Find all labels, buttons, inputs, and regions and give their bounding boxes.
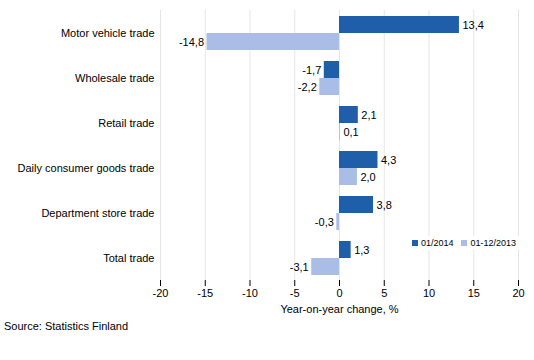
svg-text:3,8: 3,8 [377, 199, 392, 211]
svg-text:0: 0 [336, 287, 342, 299]
svg-text:-15: -15 [197, 287, 213, 299]
svg-text:Retail trade: Retail trade [98, 117, 154, 129]
svg-text:5: 5 [381, 287, 387, 299]
svg-text:2,1: 2,1 [361, 109, 376, 121]
svg-text:1,3: 1,3 [354, 244, 369, 256]
html-text:01-12/2013: 01-12/2013 [470, 238, 516, 248]
svg-text:0,1: 0,1 [343, 126, 358, 138]
svg-text:-14,8: -14,8 [179, 36, 204, 48]
svg-text:Daily consumer goods trade: Daily consumer goods trade [18, 162, 155, 174]
svg-text:-20: -20 [153, 287, 169, 299]
svg-text:2,0: 2,0 [360, 171, 375, 183]
svg-text:-5: -5 [290, 287, 300, 299]
svg-text:-2,2: -2,2 [298, 81, 317, 93]
svg-text:-3,1: -3,1 [290, 261, 309, 273]
svg-text:13,4: 13,4 [462, 19, 483, 31]
html-text:Source: Statistics Finland: Source: Statistics Finland [4, 320, 129, 332]
svg-text:20: 20 [512, 287, 524, 299]
svg-text:Wholesale trade: Wholesale trade [75, 72, 155, 84]
svg-text:-1,7: -1,7 [302, 64, 321, 76]
html-text:01/2014: 01/2014 [420, 238, 454, 248]
svg-text:-10: -10 [242, 287, 258, 299]
svg-text:-0,3: -0,3 [315, 216, 334, 228]
svg-text:Total trade: Total trade [103, 252, 154, 264]
svg-text:Year-on-year change, %: Year-on-year change, % [280, 303, 398, 315]
svg-text:Department store trade: Department store trade [41, 207, 154, 219]
svg-text:15: 15 [468, 287, 480, 299]
svg-text:Motor vehicle trade: Motor vehicle trade [61, 27, 155, 39]
svg-text:4,3: 4,3 [381, 154, 396, 166]
svg-text:10: 10 [423, 287, 435, 299]
